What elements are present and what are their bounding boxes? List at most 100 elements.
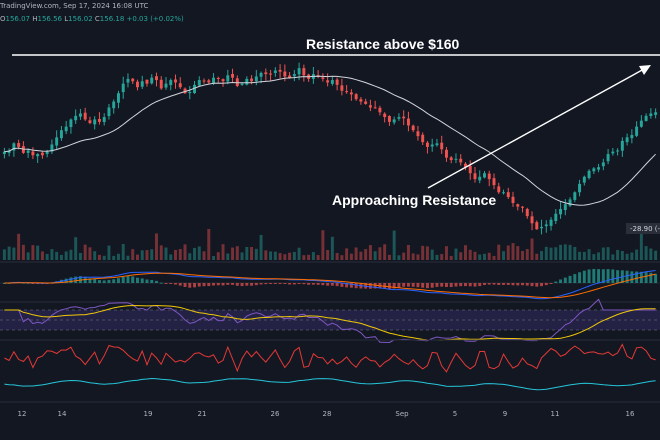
macd-histogram-bar [131,276,135,283]
macd-histogram-bar [373,283,377,289]
volume-bar [444,246,448,260]
macd-histogram-bar [425,283,429,289]
volume-bar [174,249,177,260]
macd-histogram-bar [464,283,467,287]
candle-body [397,117,401,119]
candle [254,69,258,86]
volume-bar [17,233,21,260]
candle-body [597,167,601,170]
candle-body [525,208,529,217]
close-value: 156.18 [99,15,125,23]
candle-body [421,134,425,143]
candle [606,149,610,165]
candle [316,70,320,79]
macd-histogram-bar [288,283,292,285]
macd-histogram-bar [93,279,97,283]
candle [483,170,486,179]
macd-histogram-bar [473,283,477,287]
candle-body [411,125,415,131]
candle-body [69,119,73,128]
volume-bar [406,244,410,260]
time-axis: 12 14 19 21 26 28 Sep 5 9 11 16 [18,410,635,418]
macd-histogram-bar [311,283,315,285]
volume-bar [521,250,524,260]
chart-source-line: TradingView.com, Sep 17, 2024 16:08 UTC [0,2,149,10]
candle [359,96,363,105]
macd-histogram-bar [406,283,410,287]
volume-bar [483,253,486,260]
candle [36,153,40,163]
candle [145,79,149,87]
candle-body [616,150,620,152]
macd-histogram-bar [649,272,653,283]
volume-bar [345,248,349,260]
open-label: O [0,15,6,23]
candle-body [483,173,486,178]
candle-body [202,80,206,82]
moving-average-layer [4,75,656,206]
candle [59,126,63,141]
macd-histogram-bar [136,277,139,283]
macd-pane [0,268,660,300]
candle [131,77,135,84]
close-label: C [94,15,100,23]
volume-bar [468,249,472,260]
volume-bar [487,252,491,260]
macd-histogram-bar [525,283,529,286]
candle-body [26,150,30,153]
candle [597,163,601,173]
candle-body [368,105,372,108]
candle-body [345,91,349,93]
macd-histogram-bar [193,283,196,288]
candle [392,116,396,125]
candle [654,108,658,119]
volume-bar [502,251,505,260]
candle-body [559,208,563,215]
candle [112,99,116,114]
macd-histogram-bar [145,279,149,283]
macd-histogram-bar [212,283,216,286]
candle-body [321,77,325,79]
candle-body [278,69,282,72]
candle [12,142,16,157]
volume-bar [140,250,144,260]
candle-body [544,224,548,227]
candle-body [212,77,216,84]
candle-body [364,101,368,104]
macd-histogram-bar [601,269,605,283]
macd-histogram-bar [444,283,448,287]
volume-bar [335,253,339,260]
candle-body [402,116,406,119]
volume-bar [573,246,577,260]
macd-histogram-bar [254,283,258,286]
candle [554,209,558,225]
volume-bar [7,246,11,260]
candle [620,137,624,157]
candle-body [416,131,420,137]
volume-bar [597,252,601,260]
macd-histogram-bar [349,283,353,288]
macd-histogram-bar [468,283,472,287]
candle-body [250,78,254,82]
volume-bar [245,246,249,260]
candle-body [601,162,605,167]
high-value: 156.56 [37,15,63,23]
price-change-badge [626,223,660,234]
candle [174,74,177,89]
volume-bar [549,247,553,260]
candle-body [435,143,439,146]
candle-body [12,143,16,151]
macd-histogram-bar [26,282,30,284]
approaching-arrow-line [427,68,645,189]
volume-bar [131,249,135,260]
candle-body [216,77,220,79]
candle-body [563,204,567,211]
candle-body [159,79,163,89]
candle-body [611,151,615,154]
candle-body [102,117,106,123]
macd-histogram-bar [88,278,92,283]
candle-body [578,183,582,193]
candle-body [454,158,458,160]
macd-histogram-bar [611,269,615,283]
